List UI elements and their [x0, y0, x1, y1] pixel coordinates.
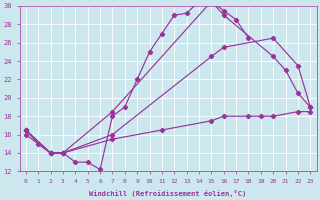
X-axis label: Windchill (Refroidissement éolien,°C): Windchill (Refroidissement éolien,°C) [90, 190, 247, 197]
